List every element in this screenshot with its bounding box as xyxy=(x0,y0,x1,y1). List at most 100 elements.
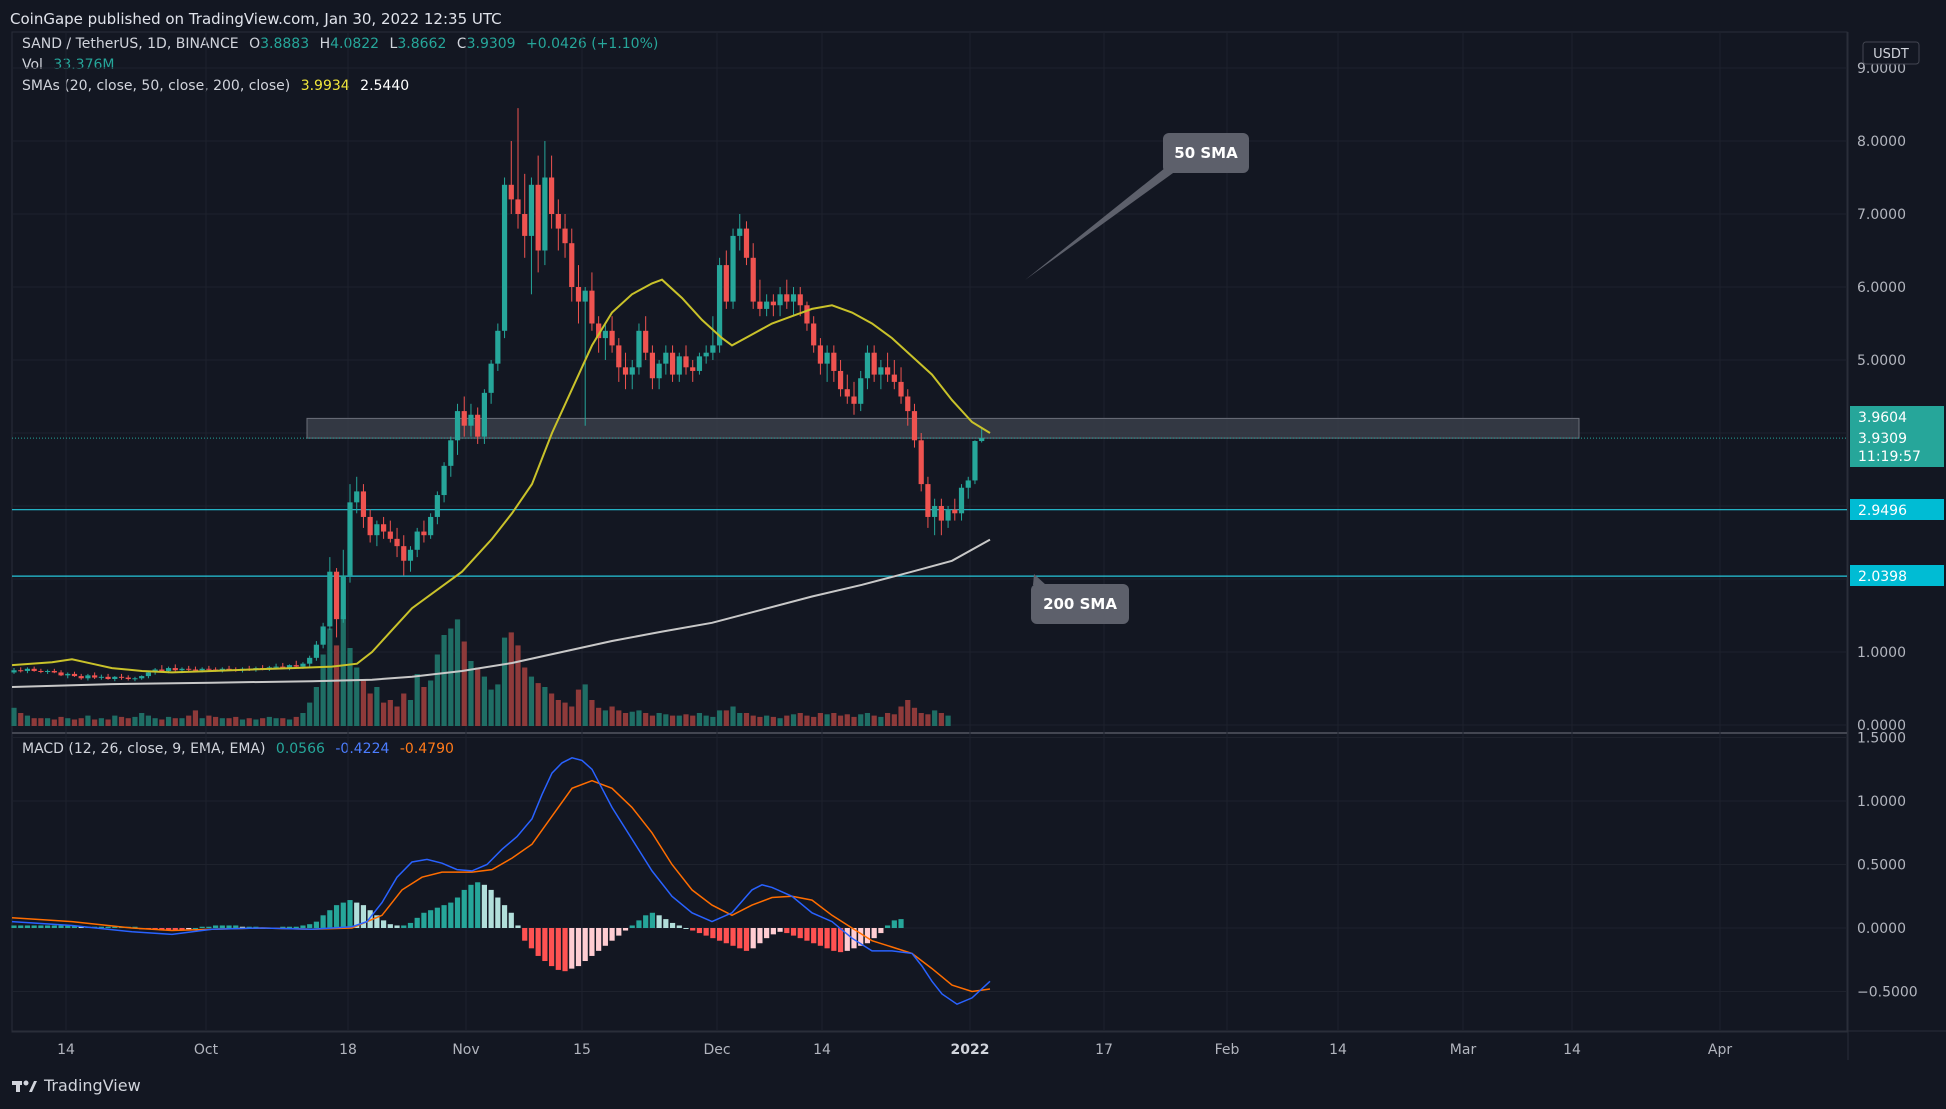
volume-bar xyxy=(333,645,340,726)
candle-body xyxy=(925,484,931,517)
candle-body xyxy=(401,546,407,561)
macd-hist-bar xyxy=(58,925,64,928)
macd-hist-bar xyxy=(354,902,360,928)
volume-bar xyxy=(394,706,400,726)
volume-bar xyxy=(454,619,461,726)
open-label: O xyxy=(249,36,261,52)
candle-body xyxy=(367,516,373,536)
macd-hist-bar xyxy=(649,912,655,928)
macd-hist-bar xyxy=(367,910,373,928)
volume-bar xyxy=(58,716,64,726)
macd-hist-bar xyxy=(461,889,467,928)
volume-bar xyxy=(45,718,51,726)
volume-bar xyxy=(340,615,346,726)
candle-body xyxy=(51,670,57,673)
macd-hist-bar xyxy=(112,926,118,928)
macd-hist-bar xyxy=(468,884,474,928)
candle-body xyxy=(817,345,823,364)
volume-bar xyxy=(501,637,508,726)
macd-hist-bar xyxy=(448,902,454,928)
symbol-name[interactable]: SAND / TetherUS, 1D, BINANCE xyxy=(22,36,239,52)
candle-body xyxy=(905,396,911,412)
macd-hist-bar xyxy=(132,926,138,928)
support-badge xyxy=(1850,499,1944,520)
price-axis-tick: 6.0000 xyxy=(1857,280,1906,296)
macd-hist-bar xyxy=(333,905,340,928)
volume-bar xyxy=(98,718,104,726)
volume-bar xyxy=(569,706,575,726)
volume-bar xyxy=(535,683,541,726)
time-axis-tick: 14 xyxy=(57,1042,75,1058)
volume-bar xyxy=(582,684,588,726)
macd-hist-bar xyxy=(582,928,588,962)
macd-hist-bar xyxy=(51,925,57,928)
currency-label: USDT xyxy=(1873,47,1909,62)
candle-body xyxy=(622,367,629,375)
macd-hist-bar xyxy=(394,925,400,928)
annotation-pointer xyxy=(1033,574,1046,585)
macd-hist-bar xyxy=(45,925,51,928)
candle-body xyxy=(703,352,709,357)
candle-body xyxy=(307,657,313,664)
macd-hist-bar xyxy=(213,925,219,928)
candle-body xyxy=(891,374,897,382)
candle-body xyxy=(952,509,958,514)
currency-badge xyxy=(1862,41,1920,65)
macd-hist-bar xyxy=(656,915,662,928)
publisher-line: CoinGape published on TradingView.com, J… xyxy=(10,10,502,28)
macd-hist-bar xyxy=(24,925,31,928)
volume-bar xyxy=(797,713,803,726)
candle-body xyxy=(764,301,770,309)
sma200-value: 2.5440 xyxy=(360,78,410,94)
candle-body xyxy=(105,676,111,680)
volume-bar xyxy=(562,702,568,726)
macd-hist-bar xyxy=(421,912,427,928)
candle-body xyxy=(730,235,736,302)
annotation-box xyxy=(1031,584,1129,624)
volume-bar xyxy=(844,714,850,726)
candle-body xyxy=(286,665,293,669)
candle-body xyxy=(421,531,427,536)
candle-body xyxy=(918,440,924,485)
candle-body xyxy=(911,411,918,441)
volume-bar xyxy=(199,718,205,726)
volume-bar xyxy=(401,693,407,726)
macd-hist-bar xyxy=(414,917,420,928)
candle-body xyxy=(219,668,225,671)
volume-bar xyxy=(434,654,440,726)
candle-body xyxy=(945,509,951,521)
macd-hist-bar xyxy=(246,926,252,928)
volume-bar xyxy=(92,719,98,726)
macd-label[interactable]: MACD (12, 26, close, 9, EMA, EMA) xyxy=(22,741,266,757)
volume-bar xyxy=(11,707,17,726)
macd-hist-bar xyxy=(347,900,353,928)
candle-body xyxy=(649,352,655,379)
volume-bar xyxy=(186,715,192,726)
volume-bar xyxy=(669,715,676,726)
macd-hist-bar xyxy=(817,928,823,946)
volume-bar xyxy=(777,718,783,726)
volume-bar xyxy=(596,707,602,726)
volume-label[interactable]: Vol xyxy=(22,57,43,73)
volume-bar xyxy=(811,716,817,726)
volume-bar xyxy=(649,715,655,726)
volume-bar xyxy=(918,713,924,726)
volume-bar xyxy=(165,716,172,726)
candle-body xyxy=(602,330,608,339)
last-price-label: 3.9309 xyxy=(1858,431,1907,447)
volume-bar xyxy=(226,718,232,726)
candle-body xyxy=(683,356,689,368)
volume-bar xyxy=(488,689,494,726)
candle-body xyxy=(38,670,44,672)
tradingview-brand[interactable]: TradingView xyxy=(12,1076,141,1095)
candle-body xyxy=(575,287,582,302)
sma-label[interactable]: SMAs (20, close, 50, close, 200, close) xyxy=(22,78,291,94)
macd-hist-bar xyxy=(152,928,158,930)
candle-body xyxy=(172,668,178,671)
candle-body xyxy=(333,571,340,620)
volume-bar xyxy=(31,718,37,726)
candle-body xyxy=(737,228,743,236)
volume-bar xyxy=(354,667,360,726)
